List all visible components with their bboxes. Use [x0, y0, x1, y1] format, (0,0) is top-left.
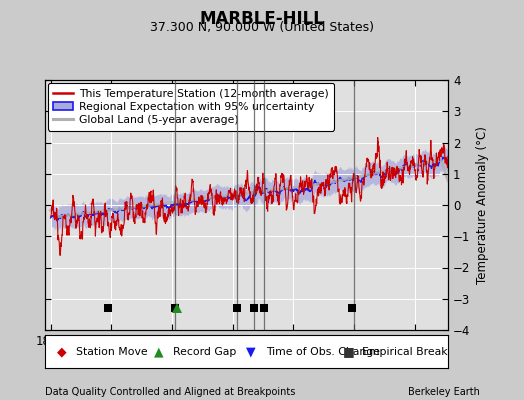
Text: ◆: ◆ [57, 345, 66, 358]
Text: Data Quality Controlled and Aligned at Breakpoints: Data Quality Controlled and Aligned at B… [45, 387, 295, 397]
Text: Berkeley Earth: Berkeley Earth [408, 387, 479, 397]
Text: Time of Obs. Change: Time of Obs. Change [266, 346, 380, 357]
Text: Station Move: Station Move [76, 346, 148, 357]
Text: 37.300 N, 90.000 W (United States): 37.300 N, 90.000 W (United States) [150, 21, 374, 34]
Y-axis label: Temperature Anomaly (°C): Temperature Anomaly (°C) [476, 126, 489, 284]
Legend: This Temperature Station (12-month average), Regional Expectation with 95% uncer: This Temperature Station (12-month avera… [48, 83, 334, 130]
Text: ■: ■ [343, 345, 355, 358]
Text: Empirical Break: Empirical Break [363, 346, 448, 357]
Text: ▼: ▼ [246, 345, 256, 358]
Text: Record Gap: Record Gap [173, 346, 236, 357]
Text: ▲: ▲ [154, 345, 163, 358]
Text: MARBLE-HILL: MARBLE-HILL [200, 10, 324, 28]
